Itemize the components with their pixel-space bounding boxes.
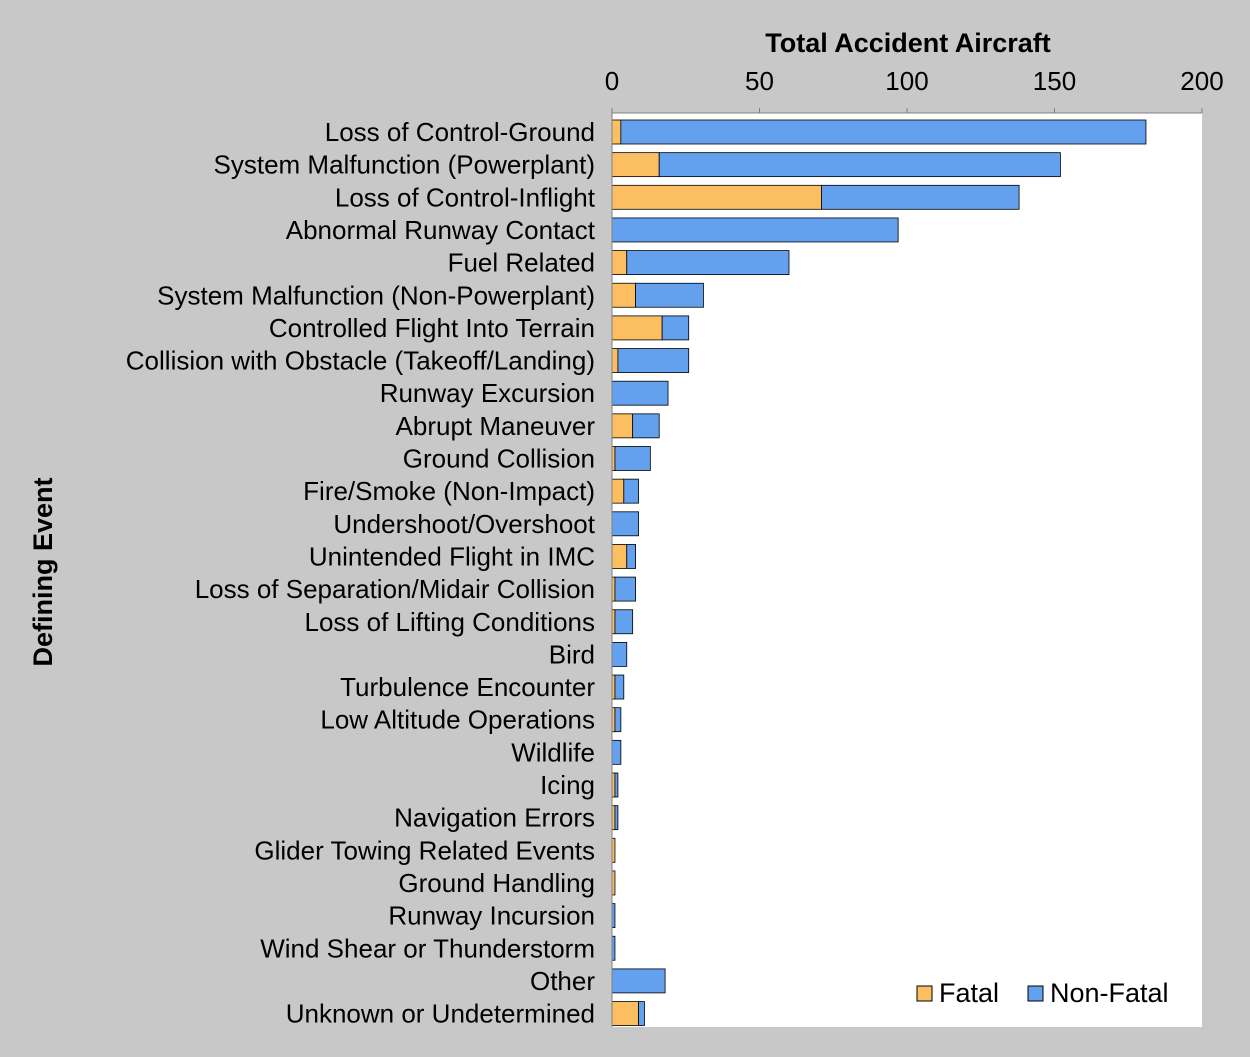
category-label-loss-of-control-ground: Loss of Control-Ground — [325, 117, 595, 147]
category-label-glider-towing-related-events: Glider Towing Related Events — [254, 835, 595, 865]
bar-non-fatal-low-altitude-operations — [614, 707, 622, 733]
category-label-collision-with-obstacle-takeoff-landing: Collision with Obstacle (Takeoff/Landing… — [126, 346, 595, 376]
bar-non-fatal-loss-of-control-ground — [620, 119, 1147, 145]
bar-fatal-loss-of-control-ground — [611, 119, 622, 145]
category-label-loss-of-separation-midair-collision: Loss of Separation/Midair Collision — [195, 574, 595, 604]
category-label-system-malfunction-non-powerplant: System Malfunction (Non-Powerplant) — [157, 280, 595, 310]
category-label-other: Other — [530, 966, 595, 996]
bar-non-fatal-system-malfunction-powerplant — [658, 152, 1061, 178]
category-label-ground-collision: Ground Collision — [403, 444, 595, 474]
bar-fatal-collision-with-obstacle-takeoff-landing — [611, 348, 619, 373]
category-label-wildlife: Wildlife — [511, 737, 595, 767]
bar-non-fatal-undershoot-overshoot — [611, 511, 639, 537]
x-axis-title: Total Accident Aircraft — [765, 28, 1051, 58]
category-label-ground-handling: Ground Handling — [398, 868, 595, 898]
category-label-fuel-related: Fuel Related — [448, 248, 595, 278]
bar-fatal-abrupt-maneuver — [611, 413, 634, 439]
legend-swatch-non-fatal — [1027, 985, 1044, 1002]
category-label-navigation-errors: Navigation Errors — [394, 803, 595, 833]
bars-group — [611, 119, 1147, 1026]
category-label-icing: Icing — [540, 770, 595, 800]
category-label-low-altitude-operations: Low Altitude Operations — [320, 705, 595, 735]
bar-non-fatal-abrupt-maneuver — [632, 413, 660, 439]
category-label-unknown-or-undetermined: Unknown or Undetermined — [286, 999, 595, 1029]
bar-non-fatal-loss-of-control-inflight — [821, 184, 1020, 210]
category-label-loss-of-control-inflight: Loss of Control-Inflight — [335, 182, 596, 212]
x-axis: 0 50 100 150 200 — [605, 66, 1224, 114]
category-label-abrupt-maneuver: Abrupt Maneuver — [396, 411, 596, 441]
category-label-wind-shear-or-thunderstorm: Wind Shear or Thunderstorm — [260, 933, 595, 963]
legend-label-non-fatal: Non-Fatal — [1050, 978, 1169, 1008]
category-label-bird: Bird — [549, 639, 595, 669]
bar-non-fatal-turbulence-encounter — [614, 674, 625, 700]
legend-swatch-fatal — [916, 985, 933, 1002]
bar-fatal-fuel-related — [611, 250, 628, 276]
category-label-runway-incursion: Runway Incursion — [388, 901, 595, 931]
category-label-turbulence-encounter: Turbulence Encounter — [340, 672, 595, 702]
category-label-fire-smoke-non-impact: Fire/Smoke (Non-Impact) — [303, 476, 595, 506]
bar-non-fatal-collision-with-obstacle-takeoff-landing — [617, 348, 690, 373]
bar-fatal-unintended-flight-in-imc — [611, 544, 628, 569]
legend: Fatal Non-Fatal — [916, 978, 1169, 1008]
category-label-undershoot-overshoot: Undershoot/Overshoot — [333, 509, 595, 539]
category-label-unintended-flight-in-imc: Unintended Flight in IMC — [309, 541, 595, 571]
bar-non-fatal-unintended-flight-in-imc — [626, 544, 637, 569]
bar-non-fatal-abnormal-runway-contact — [611, 217, 899, 243]
bar-non-fatal-unknown-or-undetermined — [638, 1001, 645, 1026]
bar-non-fatal-other — [611, 968, 666, 994]
bar-fatal-loss-of-control-inflight — [611, 184, 822, 210]
bar-non-fatal-navigation-errors — [614, 805, 619, 831]
plot-area — [612, 113, 1202, 1027]
bar-fatal-fire-smoke-non-impact — [611, 478, 625, 504]
bar-non-fatal-ground-collision — [614, 446, 651, 471]
x-tick-label-150: 150 — [1033, 66, 1076, 96]
x-tick-label-50: 50 — [745, 66, 774, 96]
x-tick-label-100: 100 — [885, 66, 928, 96]
category-label-controlled-flight-into-terrain: Controlled Flight Into Terrain — [269, 313, 595, 343]
x-tick-label-200: 200 — [1180, 66, 1223, 96]
bar-non-fatal-loss-of-lifting-conditions — [614, 609, 634, 635]
bar-non-fatal-runway-excursion — [611, 380, 669, 406]
bar-non-fatal-fuel-related — [626, 250, 790, 276]
bar-fatal-controlled-flight-into-terrain — [611, 315, 663, 341]
x-tick-label-0: 0 — [605, 66, 619, 96]
bar-non-fatal-wildlife — [611, 739, 622, 765]
bar-non-fatal-system-malfunction-non-powerplant — [635, 282, 704, 308]
category-label-runway-excursion: Runway Excursion — [380, 378, 595, 408]
bar-non-fatal-loss-of-separation-midair-collision — [614, 576, 637, 602]
legend-label-fatal: Fatal — [939, 978, 999, 1008]
bar-non-fatal-bird — [611, 642, 628, 667]
category-label-abnormal-runway-contact: Abnormal Runway Contact — [286, 215, 596, 245]
bar-non-fatal-fire-smoke-non-impact — [623, 478, 639, 504]
bar-fatal-unknown-or-undetermined — [611, 1001, 639, 1026]
bar-fatal-system-malfunction-non-powerplant — [611, 282, 637, 308]
bar-non-fatal-icing — [614, 772, 619, 798]
bar-fatal-system-malfunction-powerplant — [611, 152, 660, 178]
y-axis-title: Defining Event — [28, 477, 58, 666]
category-label-loss-of-lifting-conditions: Loss of Lifting Conditions — [304, 607, 595, 637]
category-label-system-malfunction-powerplant: System Malfunction (Powerplant) — [214, 150, 595, 180]
bar-non-fatal-controlled-flight-into-terrain — [661, 315, 690, 341]
